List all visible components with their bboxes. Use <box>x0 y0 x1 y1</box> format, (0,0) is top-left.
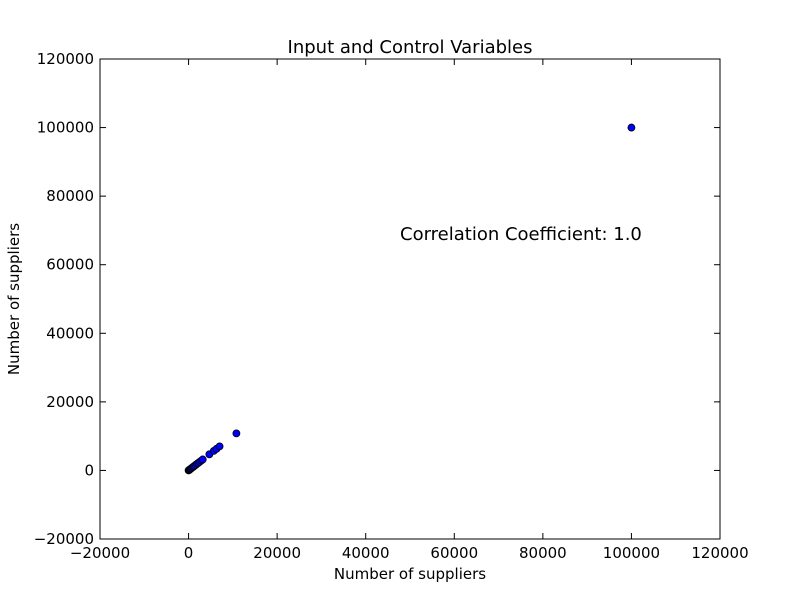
x-tick-label: 40000 <box>342 544 390 562</box>
plot-area-frame <box>99 58 721 540</box>
x-axis-ticks: −20000 0 20000 40000 60000 80000 100000 120000 <box>70 59 749 562</box>
y-tick-label: 40000 <box>46 324 94 342</box>
y-axis-ticks: −20000 0 20000 40000 60000 80000 100000 120000 <box>34 50 720 548</box>
chart-title: Input and Control Variables <box>288 37 533 58</box>
scatter-point <box>198 455 207 464</box>
y-tick-label: 20000 <box>46 393 94 411</box>
y-tick-label: 100000 <box>37 119 94 137</box>
y-tick-label: 120000 <box>37 50 94 68</box>
correlation-annotation: Correlation Coefficient: 1.0 <box>400 224 642 245</box>
x-tick-label: 60000 <box>430 544 478 562</box>
scatter-point <box>627 123 636 132</box>
scatter-point <box>232 429 241 438</box>
y-axis-label: Number of suppliers <box>5 223 23 375</box>
x-tick-label: 100000 <box>603 544 660 562</box>
x-tick-label: 80000 <box>519 544 567 562</box>
y-tick-label: 0 <box>84 461 94 479</box>
y-tick-label: 80000 <box>46 187 94 205</box>
x-tick-label: 0 <box>184 544 194 562</box>
scatter-points <box>184 123 636 475</box>
scatter-point <box>215 442 224 451</box>
x-tick-label: −20000 <box>70 544 130 562</box>
x-tick-label: 120000 <box>691 544 748 562</box>
x-axis-label: Number of suppliers <box>334 565 486 583</box>
y-tick-label: 60000 <box>46 256 94 274</box>
x-tick-label: 20000 <box>253 544 301 562</box>
y-tick-label: −20000 <box>34 530 94 548</box>
